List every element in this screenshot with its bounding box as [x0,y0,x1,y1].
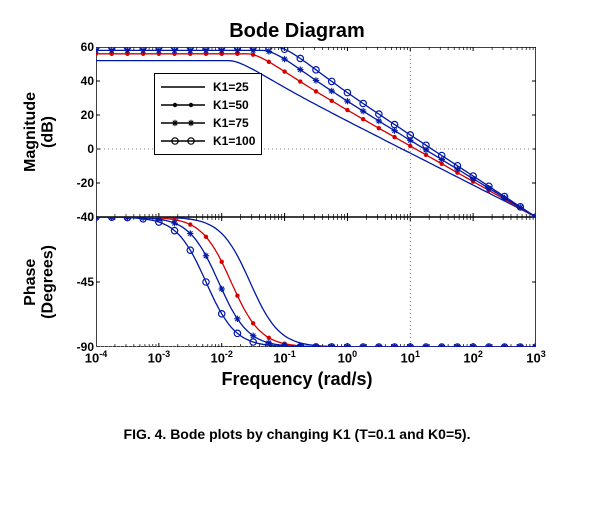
ytick: 20 [60,108,94,122]
phase-yticks: -90-450 [60,217,94,347]
xtick: 102 [463,349,482,365]
figure-caption: FIG. 4. Bode plots by changing K1 (T=0.1… [20,426,574,442]
ytick: 40 [60,74,94,88]
legend-symbol [161,98,205,112]
phase-ylabel: Phase(Degrees) [22,245,57,319]
plot-title: Bode Diagram [20,20,574,43]
phase-ylabel-group: Phase(Degrees) [20,245,60,319]
xtick: 10-4 [85,349,107,365]
legend-symbol [161,80,205,94]
phase-subplot: Phase(Degrees) -90-450 [20,217,574,347]
ytick: 60 [60,40,94,54]
legend-label: K1=75 [213,116,249,130]
legend-row: K1=75 [161,114,255,132]
x-axis-label: Frequency (rad/s) [20,369,574,390]
ytick: -20 [60,176,94,190]
magnitude-ylabel-group: Magnitude(dB) [20,92,60,172]
magnitude-subplot: Magnitude(dB) -40-200204060 K1=25K1=50K1… [20,47,574,217]
ytick: -45 [60,275,94,289]
bode-figure: Bode Diagram Magnitude(dB) -40-200204060… [20,20,574,442]
legend-label: K1=100 [213,134,255,148]
phase-chart [96,217,536,347]
legend-label: K1=50 [213,98,249,112]
ytick: 0 [60,142,94,156]
phase-chart-wrap: -90-450 [96,217,536,347]
legend-row: K1=100 [161,132,255,150]
plot-stack: Magnitude(dB) -40-200204060 K1=25K1=50K1… [20,47,574,390]
ytick: 0 [60,210,94,224]
xtick: 103 [526,349,545,365]
xtick: 101 [401,349,420,365]
x-ticks: 10-410-310-210-1100101102103 [96,347,536,367]
xtick: 10-2 [210,349,232,365]
legend-label: K1=25 [213,80,249,94]
legend-row: K1=25 [161,78,255,96]
magnitude-ylabel: Magnitude(dB) [22,92,57,172]
xtick: 10-3 [148,349,170,365]
magnitude-chart-wrap: -40-200204060 K1=25K1=50K1=75K1=100 [96,47,536,217]
xtick: 10-1 [273,349,295,365]
legend-row: K1=50 [161,96,255,114]
xtick: 100 [338,349,357,365]
legend-symbol [161,134,205,148]
legend: K1=25 K1=50 K1=75 K1=100 [154,73,262,155]
magnitude-yticks: -40-200204060 [60,47,94,217]
legend-symbol [161,116,205,130]
